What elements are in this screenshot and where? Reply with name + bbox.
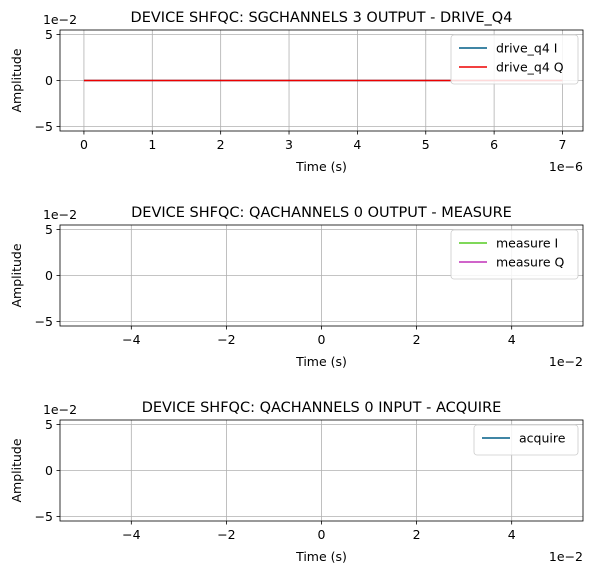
x-axis-label: Time (s) [295,354,347,369]
legend: measure I measure Q [450,229,579,280]
x-tick-label: 7 [559,137,567,152]
chart-title: DEVICE SHFQC: SGCHANNELS 3 OUTPUT - DRIV… [131,10,513,26]
x-axis-label: Time (s) [295,159,347,174]
x-offset-text: 1e−2 [549,354,583,369]
y-tick-label: 5 [45,417,53,432]
x-tick-label: 2 [413,332,421,347]
x-axis-label: Time (s) [295,549,347,564]
legend: drive_q4 I drive_q4 Q [450,34,579,85]
x-tick-label: −2 [217,527,235,542]
legend-box [473,424,579,456]
x-tick-label: 2 [413,527,421,542]
subplot-2: −4 −2 0 2 4 −5 0 5 DEVICE SHFQC: QACHANNELS 0 OU… [9,205,584,369]
legend-label: measure Q [496,255,564,270]
y-offset-text: 1e−2 [43,207,77,222]
x-tick-label: −4 [122,332,140,347]
legend: acquire [473,424,579,456]
x-tick-label: 5 [422,137,430,152]
y-tick-label: 5 [45,222,53,237]
x-tick-label: 3 [285,137,293,152]
y-axis-label: Amplitude [9,243,24,307]
x-tick-label: 0 [318,527,326,542]
y-tick-label: 5 [45,27,53,42]
subplot-1: 0 1 2 3 4 5 6 7 −5 0 5 DEVICE SHFQC: SGCHANNELS 3 O… [9,10,584,174]
x-tick-label: 0 [318,332,326,347]
x-tick-label: 4 [353,137,361,152]
y-tick-label: 0 [45,463,53,478]
legend-label: drive_q4 I [496,41,557,56]
x-tick-label: −4 [122,527,140,542]
x-tick-label: 6 [490,137,498,152]
y-tick-label: −5 [35,314,53,329]
y-axis-label: Amplitude [9,48,24,112]
chart-title: DEVICE SHFQC: QACHANNELS 0 INPUT - ACQUI… [142,400,502,416]
subplot-3: −4 −2 0 2 4 −5 0 5 DEVICE SHFQC: QACHANNELS 0 IN… [9,400,584,564]
x-tick-label: 4 [508,527,516,542]
y-tick-label: −5 [35,509,53,524]
legend-label: measure I [496,236,558,251]
y-tick-label: 0 [45,73,53,88]
y-tick-label: 0 [45,268,53,283]
x-offset-text: 1e−6 [549,159,583,174]
y-tick-label: −5 [35,119,53,134]
x-tick-label: 1 [148,137,156,152]
y-offset-text: 1e−2 [43,402,77,417]
y-axis-label: Amplitude [9,438,24,502]
x-tick-label: 0 [80,137,88,152]
legend-label: acquire [519,431,566,446]
y-offset-text: 1e−2 [43,12,77,27]
x-offset-text: 1e−2 [549,549,583,564]
chart-title: DEVICE SHFQC: QACHANNELS 0 OUTPUT - MEAS… [131,205,512,221]
x-tick-label: 4 [508,332,516,347]
x-tick-label: −2 [217,332,235,347]
legend-label: drive_q4 Q [496,60,564,75]
x-tick-label: 2 [217,137,225,152]
